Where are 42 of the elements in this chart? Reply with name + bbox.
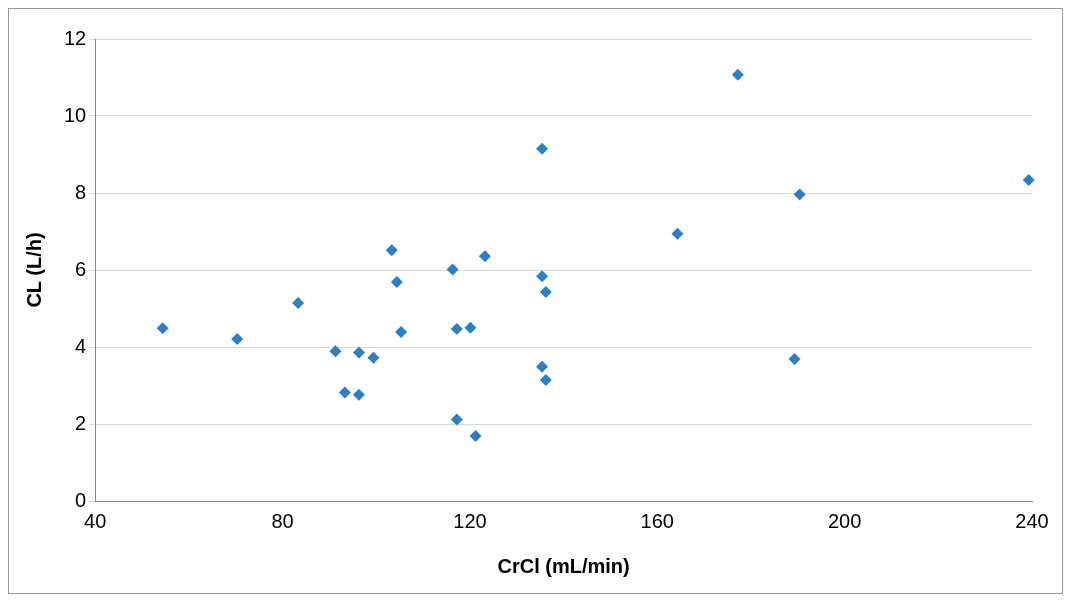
x-tick-label: 240 xyxy=(1015,509,1049,532)
point xyxy=(478,250,491,263)
point xyxy=(539,285,552,298)
point xyxy=(329,345,342,358)
point xyxy=(788,352,801,365)
point xyxy=(385,244,398,257)
x-tick-label: 80 xyxy=(271,509,294,532)
x-tick-label: 120 xyxy=(453,509,487,532)
point xyxy=(450,322,463,335)
point xyxy=(292,297,305,310)
y-tick-label: 0 xyxy=(75,488,87,511)
y-tick-label: 12 xyxy=(64,26,87,49)
x-tick-label: 40 xyxy=(84,509,107,532)
point xyxy=(231,332,244,345)
point xyxy=(793,188,806,201)
point xyxy=(536,142,549,155)
point xyxy=(156,322,169,335)
point xyxy=(395,325,408,338)
y-tick-label: 2 xyxy=(75,411,87,434)
point xyxy=(390,275,403,288)
y-tick-label: 10 xyxy=(64,103,87,126)
x-tick-label: 200 xyxy=(827,509,862,532)
point xyxy=(446,263,459,276)
point xyxy=(352,346,365,359)
point xyxy=(352,388,365,401)
point xyxy=(469,429,482,442)
point xyxy=(731,68,744,81)
point xyxy=(367,351,380,364)
y-tick-label: 4 xyxy=(75,334,87,357)
x-tick-label: 160 xyxy=(640,509,674,532)
point xyxy=(536,270,549,283)
point xyxy=(450,413,463,426)
point xyxy=(539,374,552,387)
y-tick-label: 8 xyxy=(75,180,87,203)
point xyxy=(1022,173,1035,186)
point xyxy=(464,321,477,334)
point xyxy=(671,227,684,240)
point xyxy=(536,360,549,373)
x-axis-title: CrCl (mL/min) xyxy=(497,554,630,577)
y-tick-label: 6 xyxy=(75,257,87,280)
point xyxy=(338,386,351,399)
y-axis-title: CL (L/h) xyxy=(22,232,45,308)
